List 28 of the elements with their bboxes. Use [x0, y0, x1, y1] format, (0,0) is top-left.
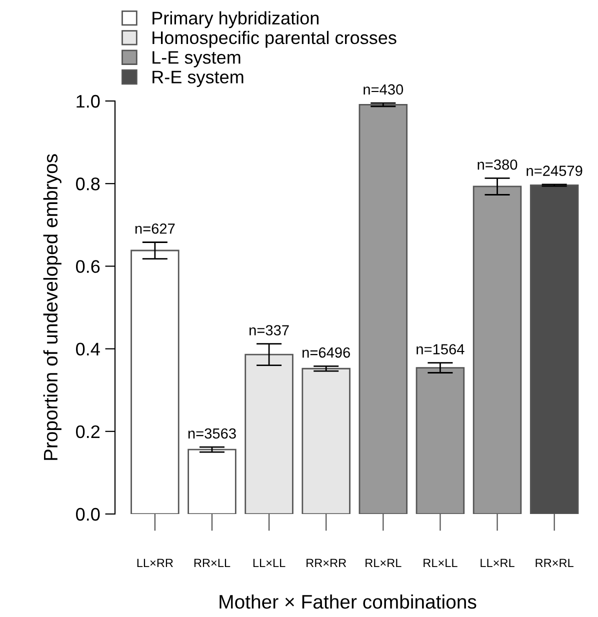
x-tick-label: RL×LL	[424, 558, 458, 567]
legend-label: L-E system	[152, 51, 240, 68]
legend-label: Homospecific parental crosses	[152, 30, 396, 48]
x-tick-label: RR×LL	[194, 558, 230, 567]
annotation: n=3563	[188, 428, 236, 439]
y-tick-label: 0.0	[76, 508, 100, 521]
annotation: n=380	[478, 159, 518, 170]
y-tick-label: 0.6	[76, 260, 100, 273]
x-tick-label: LL×LL	[253, 558, 286, 567]
x-tick-label: RR×RL	[536, 558, 574, 567]
annotation: n=337	[250, 325, 289, 336]
y-tick-label: 0.8	[76, 178, 100, 190]
x-tick-label: LL×RR	[137, 558, 173, 567]
y-tick-label: 0.4	[76, 342, 100, 356]
annotation: n=1564	[416, 344, 464, 354]
x-tick-label: LL×RL	[480, 558, 514, 567]
annotation: n=6496	[302, 347, 350, 358]
x-tick-label: RR×RR	[306, 558, 346, 567]
y-tick-label: 0.2	[76, 425, 100, 438]
legend-label: R-E system	[152, 70, 244, 87]
legend-label: Primary hybridization	[152, 11, 319, 28]
x-axis-title: Mother × Father combinations	[220, 594, 476, 609]
annotation: n=430	[364, 84, 404, 95]
y-axis-title: Proportion of undeveloped embryos	[43, 154, 62, 460]
annotation: n=627	[135, 223, 175, 234]
annotation: n=24579	[526, 166, 582, 176]
y-tick-label: 1.0	[76, 94, 100, 108]
x-tick-label: RL×RL	[366, 558, 402, 567]
